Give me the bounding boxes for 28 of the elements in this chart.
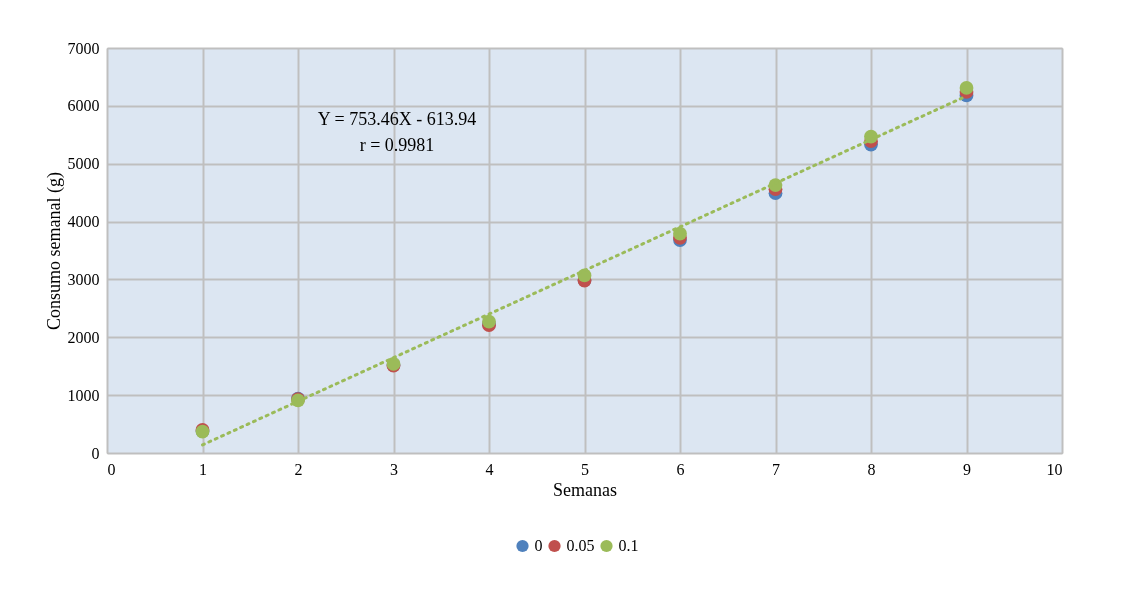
y-tick-label: 0 bbox=[91, 444, 100, 462]
legend-label: 0.05 bbox=[566, 537, 595, 554]
x-tick-label: 4 bbox=[485, 460, 494, 478]
annotation: Y = 753.46X - 613.94 bbox=[317, 109, 477, 129]
x-tick-label: 2 bbox=[294, 460, 303, 478]
y-tick-label: 1000 bbox=[67, 386, 100, 404]
x-tick-label: 3 bbox=[390, 460, 398, 478]
annotation: r = 0.9981 bbox=[359, 135, 435, 155]
x-tick-label: 9 bbox=[963, 460, 971, 478]
point bbox=[673, 226, 687, 241]
point bbox=[959, 81, 974, 95]
x-tick-label: 5 bbox=[581, 460, 589, 478]
y-tick-label: 5000 bbox=[67, 155, 100, 173]
y-tick-label: 4000 bbox=[67, 213, 100, 231]
x-axis-title: Semanas bbox=[553, 479, 617, 500]
x-tick-label: 7 bbox=[772, 460, 780, 478]
y-tick-label: 3000 bbox=[67, 270, 100, 288]
y-tick-label: 6000 bbox=[67, 97, 100, 115]
x-tick-label: 6 bbox=[676, 460, 685, 478]
legend-label: 0 bbox=[534, 537, 543, 554]
legend-label: 0.1 bbox=[618, 537, 639, 554]
x-tick-label: 8 bbox=[867, 460, 876, 478]
x-tick-label: 10 bbox=[1046, 460, 1063, 478]
x-tick-label: 1 bbox=[199, 460, 207, 478]
y-tick-label: 7000 bbox=[67, 39, 100, 57]
y-tick-label: 2000 bbox=[67, 328, 100, 346]
x-tick-label: 0 bbox=[107, 460, 116, 478]
y-axis-title: Consumo semanal (g) bbox=[43, 172, 65, 330]
